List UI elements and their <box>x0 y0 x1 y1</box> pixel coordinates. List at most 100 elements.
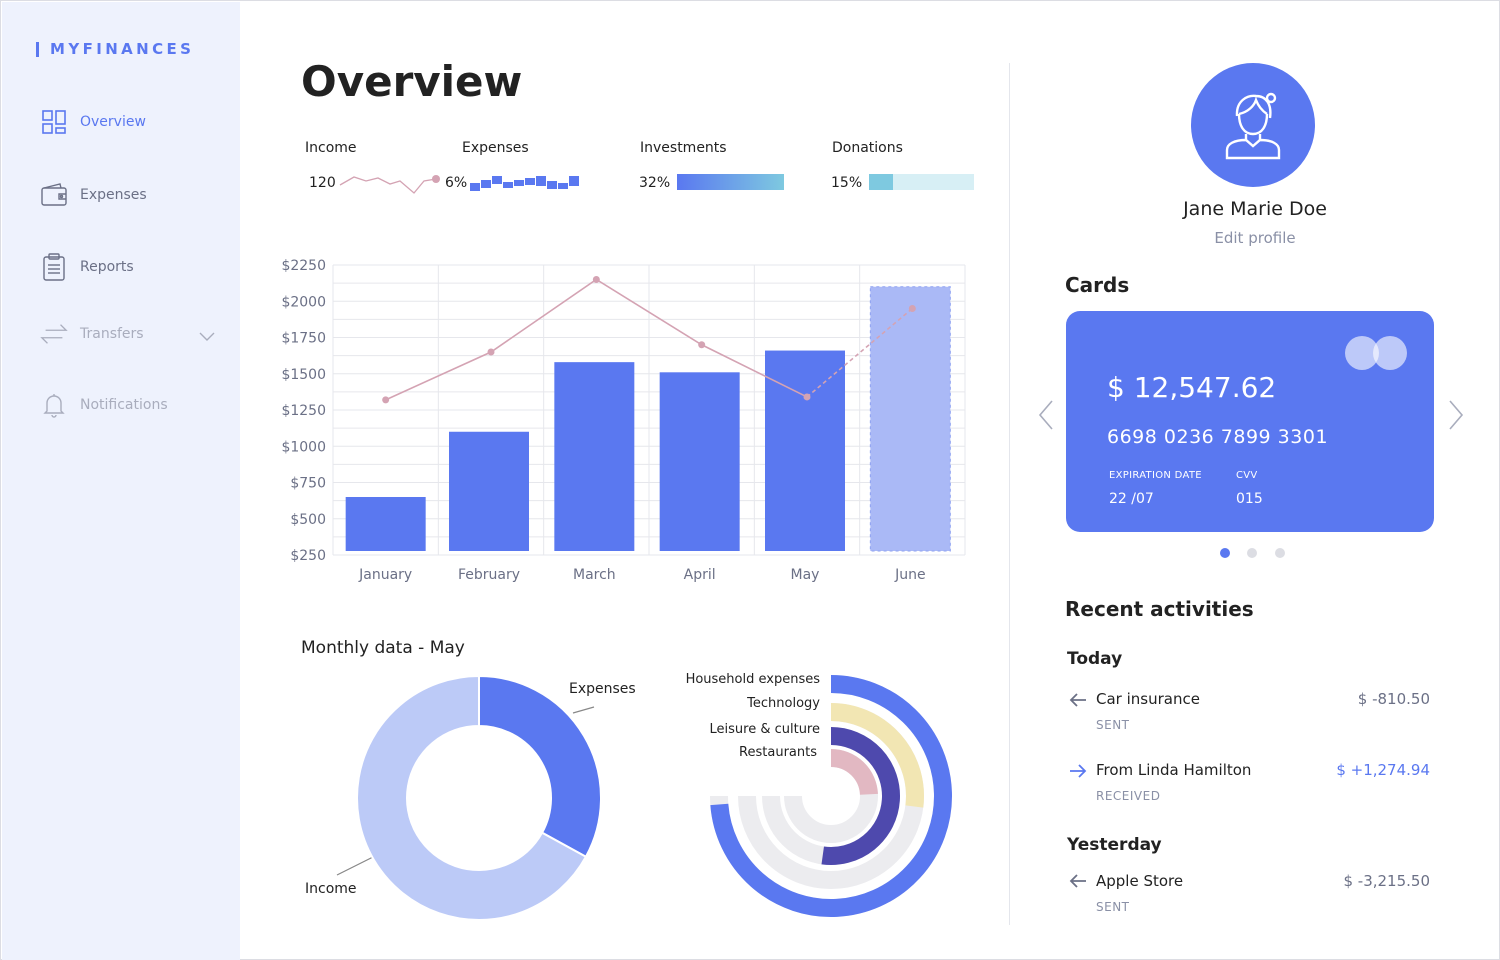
sidebar-item-label: Expenses <box>80 187 147 203</box>
y-tick-label: $1000 <box>281 439 326 455</box>
radial-label-leisure: Leisure & culture <box>710 722 821 737</box>
activity-name[interactable]: From Linda Hamilton <box>1096 761 1252 779</box>
x-tick-label: March <box>573 567 616 583</box>
y-tick-label: $1500 <box>281 367 326 383</box>
activity-status: RECEIVED <box>1096 789 1161 803</box>
trend-point[interactable] <box>487 348 495 356</box>
dashboard-icon <box>40 108 68 136</box>
trend-line-projection <box>806 307 913 398</box>
transfer-arrows-icon <box>40 320 68 348</box>
sidebar-item-reports[interactable]: Reports <box>40 252 215 282</box>
arrow-left-icon <box>1069 693 1086 707</box>
cards-title: Cards <box>1065 273 1130 297</box>
card-balance: $ 12,547.62 <box>1107 371 1277 404</box>
trend-point[interactable] <box>592 276 600 283</box>
income-sparkline <box>339 175 440 194</box>
sidebar-item-expenses[interactable]: Expenses <box>40 180 215 210</box>
activity-amount: $ -810.50 <box>1357 690 1430 708</box>
bar-may[interactable] <box>765 350 845 551</box>
chevron-right-icon[interactable] <box>1446 397 1468 433</box>
x-tick-label: June <box>894 567 926 583</box>
y-tick-label: $2250 <box>281 258 326 274</box>
avatar[interactable] <box>1191 63 1315 187</box>
bar-june[interactable] <box>869 286 951 552</box>
y-tick-label: $750 <box>290 476 326 492</box>
investments-label: Investments <box>640 140 727 156</box>
y-tick-label: $500 <box>290 512 326 528</box>
x-tick-label: May <box>791 567 820 583</box>
chart-grid <box>332 264 966 556</box>
y-tick-label: $250 <box>290 548 326 564</box>
credit-card[interactable]: $ 12,547.62 6698 0236 7899 3301 EXPIRATI… <box>1066 311 1434 532</box>
donut-slice-income[interactable] <box>356 674 588 921</box>
activity-amount: $ +1,274.94 <box>1336 761 1430 779</box>
investments-bar <box>677 174 784 190</box>
sidebar-item-transfers[interactable]: Transfers <box>40 319 215 349</box>
expiration-value: 22 /07 <box>1109 491 1154 507</box>
income-label: Income <box>305 140 357 156</box>
clipboard-icon <box>40 253 68 281</box>
radial-bar-1[interactable] <box>830 703 924 808</box>
x-tick-label: January <box>358 567 412 583</box>
brand-text: MYFINANCES <box>50 40 195 58</box>
donut-chart: Expenses Income <box>305 674 636 921</box>
page-title: Overview <box>301 57 523 106</box>
trend-point[interactable] <box>908 305 916 312</box>
bar-april[interactable] <box>659 372 740 551</box>
bar-chart: $2250 $2000 $1750 $1500 $1250 $1000 $750 $500 $2… <box>281 258 966 583</box>
expenses-value: 6% <box>445 175 468 191</box>
edit-profile-link[interactable]: Edit profile <box>1214 229 1296 247</box>
activity-name[interactable]: Car insurance <box>1096 690 1200 708</box>
divider <box>1009 63 1010 925</box>
x-tick-label: February <box>458 567 520 583</box>
carousel-dot[interactable] <box>1247 548 1257 558</box>
user-avatar-icon <box>1225 92 1281 160</box>
radial-bar-3[interactable] <box>830 749 878 796</box>
sidebar: MYFINANCES Overview Expenses <box>2 2 240 960</box>
donations-value: 15% <box>831 175 863 191</box>
trend-point[interactable] <box>803 393 811 401</box>
x-tick-label: April <box>684 567 716 583</box>
radial-bar-2[interactable] <box>821 727 900 865</box>
investments-value: 32% <box>639 175 671 191</box>
trend-point[interactable] <box>382 396 390 404</box>
expenses-minibars <box>470 176 579 191</box>
activity-status: SENT <box>1096 718 1130 732</box>
radial-bar-chart: Household expenses Technology Leisure & … <box>686 672 952 917</box>
bar-february[interactable] <box>449 431 529 551</box>
sidebar-item-notifications[interactable]: Notifications <box>40 390 215 420</box>
carousel-dot-active[interactable] <box>1220 548 1230 558</box>
y-tick-label: $2000 <box>281 294 326 310</box>
sidebar-item-overview[interactable]: Overview <box>40 107 215 137</box>
donations-bar-track <box>869 174 974 190</box>
radial-bar-0[interactable] <box>710 675 952 917</box>
donut-label-expenses: Expenses <box>569 681 636 697</box>
carousel-dot[interactable] <box>1275 548 1285 558</box>
chevron-left-icon[interactable] <box>1034 397 1056 433</box>
day-label-today: Today <box>1067 649 1123 669</box>
cvv-value: 015 <box>1236 491 1263 507</box>
donations-label: Donations <box>832 140 903 156</box>
card-number: 6698 0236 7899 3301 <box>1107 426 1329 448</box>
wallet-icon <box>40 181 68 209</box>
bell-icon <box>40 391 68 419</box>
y-tick-label: $1250 <box>281 403 326 419</box>
sidebar-item-label: Overview <box>80 114 146 130</box>
sidebar-item-label: Transfers <box>80 326 144 342</box>
chevron-down-icon[interactable] <box>199 327 215 346</box>
arrow-right-icon <box>1070 764 1087 778</box>
activity-name[interactable]: Apple Store <box>1096 872 1184 890</box>
radial-label-household: Household expenses <box>686 672 821 687</box>
radial-label-restaurants: Restaurants <box>739 745 817 760</box>
expenses-label: Expenses <box>462 140 529 156</box>
sidebar-item-label: Reports <box>80 259 134 275</box>
day-label-yesterday: Yesterday <box>1067 835 1162 855</box>
donut-slice-expenses[interactable] <box>478 674 602 859</box>
trend-point[interactable] <box>698 341 706 349</box>
bar-january[interactable] <box>345 497 426 551</box>
bar-march[interactable] <box>554 362 635 551</box>
monthly-data-title: Monthly data - May <box>301 638 465 658</box>
income-value: 120 <box>309 175 336 191</box>
brand-logo[interactable]: MYFINANCES <box>36 40 194 58</box>
